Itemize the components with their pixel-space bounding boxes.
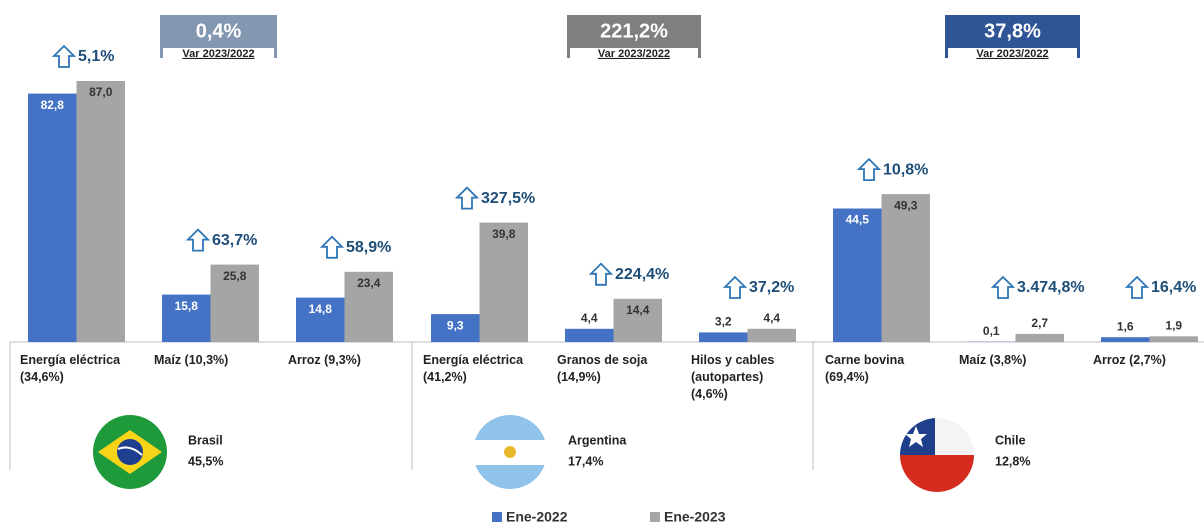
value-label: 1,6: [1117, 319, 1134, 333]
x-tick-label: Maíz (3,8%): [959, 353, 1027, 367]
growth-label: 16,4%: [1151, 279, 1196, 296]
country-share: 17,4%: [568, 454, 603, 468]
flag-argentina: [473, 415, 547, 489]
value-label: 14,4: [626, 303, 650, 317]
value-label: 15,8: [175, 299, 199, 313]
bar: [162, 294, 211, 342]
country-share: 12,8%: [995, 454, 1030, 468]
value-label: 87,0: [89, 85, 113, 99]
bar: [1101, 337, 1150, 342]
value-label: 25,8: [223, 269, 247, 283]
country-name: Argentina: [568, 433, 627, 447]
x-tick-label: Arroz (9,3%): [288, 353, 361, 367]
bar: [747, 328, 796, 342]
legend-label: Ene-2022: [506, 509, 568, 525]
growth-arrow: [856, 157, 882, 181]
x-tick-label: Energía eléctrica (34,6%): [20, 353, 121, 384]
growth-label: 37,2%: [749, 279, 794, 296]
value-label: 39,8: [492, 227, 516, 241]
country-name: Chile: [995, 433, 1026, 447]
growth-arrow: [588, 262, 614, 286]
country-share: 45,5%: [188, 454, 223, 468]
caption-strip: [163, 48, 274, 60]
growth-arrow: [990, 275, 1016, 299]
value-label: 14,8: [309, 302, 333, 316]
x-tick-label: Carne bovina (69,4%): [825, 353, 905, 384]
value-label: 49,3: [894, 198, 918, 212]
growth-label: 3.474,8%: [1017, 279, 1085, 296]
growth-label: 327,5%: [481, 190, 535, 207]
change-caption: Var 2023/2022: [182, 48, 254, 60]
growth-arrow: [51, 44, 77, 68]
value-label: 9,3: [447, 318, 464, 332]
growth-arrow: [722, 275, 748, 299]
bar: [1149, 336, 1198, 342]
value-label: 2,7: [1031, 316, 1048, 330]
growth-arrow: [319, 235, 345, 259]
legend-swatch: [492, 512, 502, 522]
flag-chile: [900, 418, 974, 492]
legend-swatch: [650, 512, 660, 522]
value-label: 0,1: [983, 324, 1000, 338]
value-label: 23,4: [357, 276, 381, 290]
bar: [479, 222, 528, 342]
bar: [76, 81, 125, 342]
bar: [565, 328, 614, 342]
bar: [699, 332, 748, 342]
x-tick-label: Granos de soja (14,9%): [557, 353, 648, 384]
value-label: 1,9: [1165, 318, 1182, 332]
growth-arrow: [1124, 275, 1150, 299]
country-name: Brasil: [188, 433, 223, 447]
growth-label: 10,8%: [883, 161, 928, 178]
value-label: 3,2: [715, 315, 732, 329]
caption-strip: [948, 48, 1077, 60]
bar: [344, 271, 393, 342]
growth-arrow: [454, 186, 480, 210]
growth-label: 63,7%: [212, 232, 257, 249]
value-label: 82,8: [41, 98, 65, 112]
flag-brasil: [93, 415, 167, 489]
value-label: 44,5: [846, 213, 870, 227]
growth-arrow: [185, 228, 211, 252]
change-caption: Var 2023/2022: [976, 48, 1048, 60]
bar: [296, 297, 345, 342]
change-label: 0,4%: [196, 20, 242, 42]
bar: [1015, 333, 1064, 342]
x-tick-label: Arroz (2,7%): [1093, 353, 1166, 367]
x-tick-label: Maíz (10,3%): [154, 353, 229, 367]
change-caption: Var 2023/2022: [598, 48, 670, 60]
growth-label: 224,4%: [615, 266, 669, 283]
change-label: 37,8%: [984, 20, 1041, 42]
value-label: 4,4: [763, 311, 780, 325]
change-label: 221,2%: [600, 20, 668, 42]
x-tick-label: Energía eléctrica (41,2%): [423, 353, 524, 384]
caption-strip: [570, 48, 698, 60]
growth-label: 58,9%: [346, 239, 391, 256]
growth-label: 5,1%: [78, 48, 114, 65]
legend-label: Ene-2023: [664, 509, 726, 525]
bar: [210, 264, 259, 342]
bar: [28, 93, 77, 342]
bar: [881, 194, 930, 342]
bar: [613, 298, 662, 342]
bar: [833, 208, 882, 342]
x-tick-label: Hilos y cables (autopartes) (4,6%): [691, 353, 775, 401]
bar: [431, 314, 480, 342]
value-label: 4,4: [581, 311, 598, 325]
